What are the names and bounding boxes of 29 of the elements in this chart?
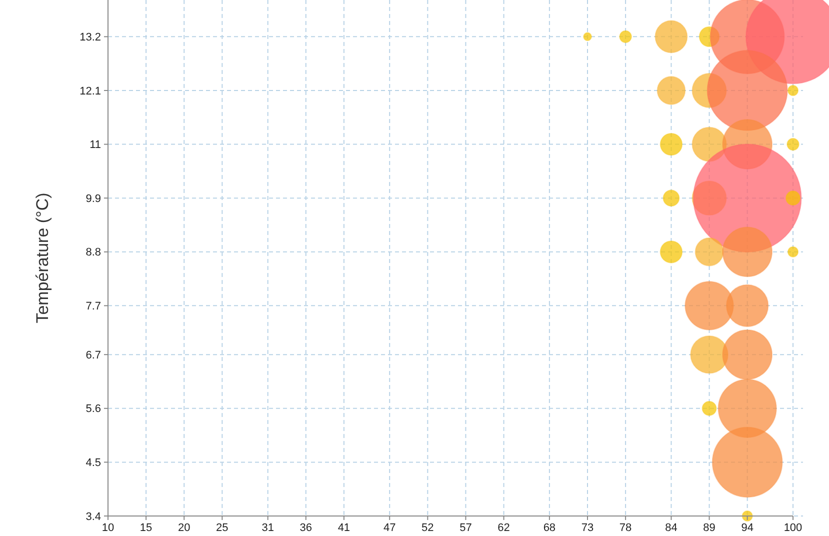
y-tick-label: 8.8 bbox=[86, 246, 101, 259]
x-tick-label: 52 bbox=[422, 522, 434, 534]
y-tick-label: 6.7 bbox=[86, 349, 101, 362]
x-tick-label: 47 bbox=[383, 522, 396, 534]
x-tick-label: 25 bbox=[216, 522, 228, 534]
y-tick-label: 13.2 bbox=[80, 32, 101, 44]
x-tick-label: 31 bbox=[262, 522, 274, 534]
x-tick-label: 57 bbox=[460, 522, 472, 534]
y-tick-label: 12.1 bbox=[80, 85, 101, 98]
x-tick-label: 36 bbox=[300, 522, 312, 534]
x-tick-label: 73 bbox=[581, 522, 594, 534]
y-tick-label: 11 bbox=[90, 139, 101, 152]
y-tick-label: 3.4 bbox=[86, 510, 101, 523]
y-tick-label: 5.6 bbox=[86, 403, 101, 416]
x-tick-label: 41 bbox=[338, 522, 350, 534]
y-tick-label: 7.7 bbox=[86, 300, 101, 313]
x-tick-label: 100 bbox=[784, 522, 802, 534]
x-tick-label: 94 bbox=[741, 522, 754, 534]
x-tick-label: 20 bbox=[178, 522, 190, 534]
x-tick-label: 10 bbox=[102, 522, 114, 534]
x-tick-label: 62 bbox=[498, 522, 510, 534]
x-tick-label: 84 bbox=[665, 522, 678, 534]
y-tick-label: 4.5 bbox=[86, 457, 101, 470]
y-tick-label: 9.9 bbox=[86, 192, 101, 205]
x-tick-label: 78 bbox=[619, 522, 632, 534]
y-axis-title: Température (°C) bbox=[33, 192, 52, 324]
x-tick-label: 68 bbox=[543, 522, 556, 534]
x-tick-label: 15 bbox=[140, 522, 152, 534]
x-tick-label: 89 bbox=[703, 522, 716, 534]
